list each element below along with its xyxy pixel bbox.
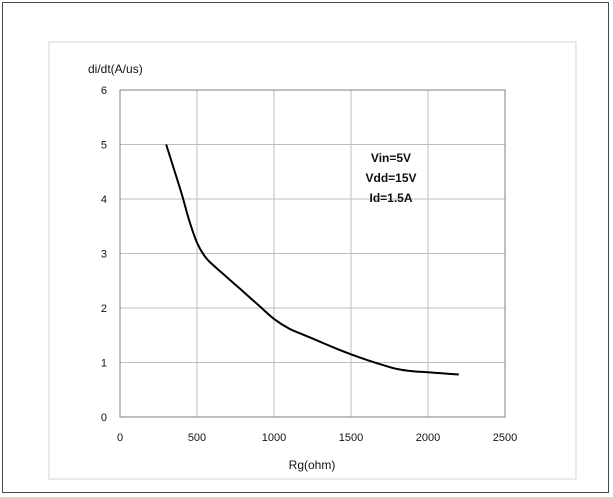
x-tick-label: 2500 [493,432,517,444]
x-tick-label: 0 [117,432,123,444]
x-tick-label: 2000 [416,432,440,444]
y-axis-title: di/dt(A/us) [88,62,143,76]
y-tick-label: 0 [101,412,107,424]
x-tick-label: 1500 [339,432,363,444]
x-tick-labels: 0 500 1000 1500 2000 2500 [117,432,517,444]
annotations: Vin=5V Vdd=15V Id=1.5A [365,151,416,205]
y-tick-labels: 0 1 2 3 4 5 6 [101,85,107,424]
y-tick-label: 2 [101,303,107,315]
x-tick-label: 1000 [262,432,286,444]
y-tick-label: 4 [101,194,107,206]
annotation-label: Vdd=15V [365,171,416,185]
series-line [165,144,459,376]
y-tick-label: 1 [101,358,107,370]
plot-area [119,89,506,418]
annotation-label: Vin=5V [371,151,411,165]
x-axis-title: Rg(ohm) [289,458,336,472]
y-tick-label: 3 [101,249,107,261]
x-tick-label: 500 [188,432,206,444]
chart-area-frame [48,41,577,480]
y-tick-label: 6 [101,85,107,97]
y-tick-label: 5 [101,140,107,152]
gridlines [120,90,505,417]
annotation-label: Id=1.5A [369,191,412,205]
series [165,144,459,376]
